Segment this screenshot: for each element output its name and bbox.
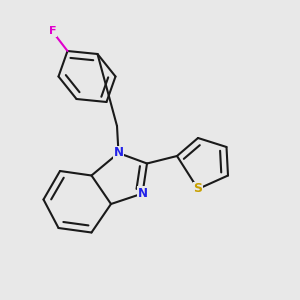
Text: N: N: [137, 187, 148, 200]
Text: S: S: [194, 182, 202, 196]
Text: F: F: [49, 26, 56, 37]
Text: N: N: [113, 146, 124, 160]
